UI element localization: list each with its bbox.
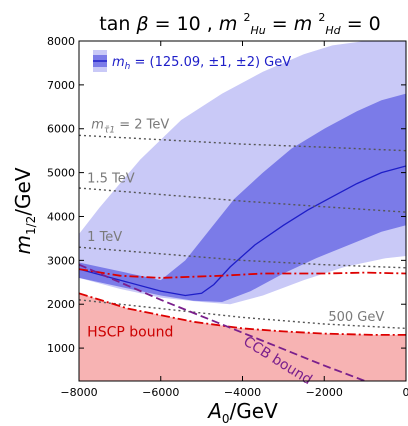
y-tick-label: 5000: [47, 167, 75, 180]
x-tick-label: −8000: [60, 386, 97, 399]
annotation-stau-1tev: 1 TeV: [87, 230, 122, 245]
upper-red-boundary-line: [79, 268, 406, 279]
hscp-bound-line: [79, 292, 406, 336]
hscp-excluded-region: [79, 293, 406, 381]
y-tick-label: 4000: [47, 210, 75, 223]
annotation-stau-2tev: mτ̃1 = 2 TeV: [91, 118, 169, 136]
x-axis-label: A0/GeV: [206, 399, 278, 426]
y-tick-label: 7000: [47, 79, 75, 92]
y-tick-label: 2000: [47, 298, 75, 311]
legend: mh = (125.09, ±1, ±2) GeV: [93, 50, 291, 72]
band-1sigma: [79, 93, 406, 302]
y-tick-label: 3000: [47, 254, 75, 267]
annotation-hscp-bound: HSCP bound: [87, 325, 173, 341]
central-line: [79, 165, 406, 297]
annotation-stau-500gev: 500 GeV: [328, 310, 384, 325]
x-tick-label: −2000: [306, 386, 343, 399]
legend-label: mh = (125.09, ±1, ±2) GeV: [112, 55, 291, 72]
y-tick-label: 1000: [47, 342, 75, 355]
annotation-stau-1p5tev: 1.5 TeV: [87, 171, 135, 186]
x-tick-label: 0: [403, 386, 408, 399]
y-axis-label: m1/2/GeV: [11, 167, 38, 254]
ccb-bound-line: [79, 263, 366, 381]
y-tick-label: 6000: [47, 123, 75, 136]
x-tick-label: −4000: [224, 386, 261, 399]
x-tick-label: −6000: [142, 386, 179, 399]
chart-title: tan β = 10 , m 2 Hu = m 2 Hd = 0: [99, 4, 381, 39]
y-tick-label: 8000: [47, 35, 75, 48]
